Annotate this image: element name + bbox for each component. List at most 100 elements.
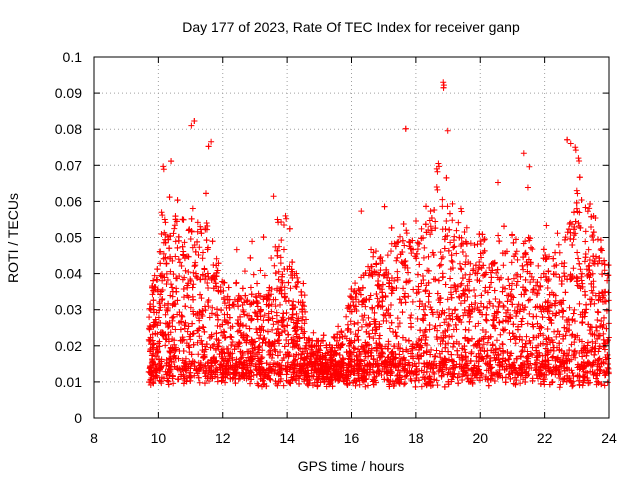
data-point — [359, 285, 366, 292]
data-point — [208, 276, 215, 283]
data-points — [145, 79, 612, 391]
data-point — [588, 223, 595, 230]
data-point — [313, 343, 320, 350]
data-point — [234, 328, 241, 335]
data-point — [223, 318, 230, 325]
data-point — [390, 382, 397, 389]
data-point — [389, 285, 396, 292]
data-point — [528, 273, 535, 280]
data-point — [214, 366, 221, 373]
data-point — [444, 203, 451, 210]
data-point — [268, 255, 275, 262]
data-point — [544, 284, 551, 291]
data-point — [270, 193, 277, 200]
data-point — [482, 287, 489, 294]
data-point — [450, 326, 457, 333]
data-point — [188, 122, 195, 129]
data-point — [377, 267, 384, 274]
data-point — [418, 367, 425, 374]
data-point — [447, 275, 454, 282]
data-point — [283, 377, 290, 384]
data-point — [244, 297, 251, 304]
data-point — [402, 299, 409, 306]
data-point — [396, 380, 403, 387]
data-point — [275, 268, 282, 275]
data-point — [441, 236, 448, 243]
data-point — [448, 357, 455, 364]
data-point — [298, 370, 305, 377]
data-point — [450, 244, 457, 251]
data-point — [169, 345, 176, 352]
data-point — [158, 230, 165, 237]
data-point — [481, 236, 488, 243]
data-point — [549, 378, 556, 385]
data-point — [159, 329, 166, 336]
data-point — [476, 264, 483, 271]
data-point — [379, 294, 386, 301]
data-point — [317, 342, 324, 349]
data-point — [437, 299, 444, 306]
data-point — [200, 354, 207, 361]
data-point — [590, 284, 597, 291]
data-point — [421, 311, 428, 318]
data-point — [524, 268, 531, 275]
data-point — [146, 314, 153, 321]
data-point — [594, 236, 601, 243]
data-point — [590, 237, 597, 244]
data-point — [456, 260, 463, 267]
data-point — [434, 382, 441, 389]
data-point — [204, 246, 211, 253]
data-point — [261, 335, 268, 342]
data-point — [299, 317, 306, 324]
data-point — [188, 228, 195, 235]
data-point — [510, 321, 517, 328]
data-point — [461, 229, 468, 236]
data-point — [463, 362, 470, 369]
data-point — [496, 319, 503, 326]
data-point — [256, 361, 263, 368]
data-point — [290, 371, 297, 378]
data-point — [372, 324, 379, 331]
data-point — [486, 284, 493, 291]
data-point — [297, 355, 304, 362]
data-point — [172, 326, 179, 333]
data-point — [169, 284, 176, 291]
data-point — [150, 341, 157, 348]
data-point — [536, 325, 543, 332]
data-point — [477, 354, 484, 361]
data-point — [525, 353, 532, 360]
data-point — [348, 286, 355, 293]
data-point — [346, 342, 353, 349]
data-point — [373, 261, 380, 268]
data-point — [281, 294, 288, 301]
data-point — [274, 252, 281, 259]
data-point — [301, 357, 308, 364]
data-point — [176, 273, 183, 280]
data-point — [164, 276, 171, 283]
data-point — [596, 363, 603, 370]
data-point — [410, 286, 417, 293]
data-point — [414, 351, 421, 358]
data-point — [589, 338, 596, 345]
data-point — [206, 366, 213, 373]
data-point — [214, 312, 221, 319]
data-point — [558, 363, 565, 370]
data-point — [427, 231, 434, 238]
data-point — [166, 194, 173, 201]
data-point — [415, 346, 422, 353]
data-point — [468, 350, 475, 357]
data-point — [290, 339, 297, 346]
data-point — [495, 309, 502, 316]
data-point — [284, 322, 291, 329]
data-point — [598, 318, 605, 325]
data-point — [274, 285, 281, 292]
data-point — [388, 248, 395, 255]
data-point — [587, 301, 594, 308]
data-point — [376, 299, 383, 306]
data-point — [499, 340, 506, 347]
data-point — [156, 377, 163, 384]
data-point — [200, 324, 207, 331]
data-point — [277, 254, 284, 261]
data-point — [601, 382, 608, 389]
data-point — [270, 321, 277, 328]
